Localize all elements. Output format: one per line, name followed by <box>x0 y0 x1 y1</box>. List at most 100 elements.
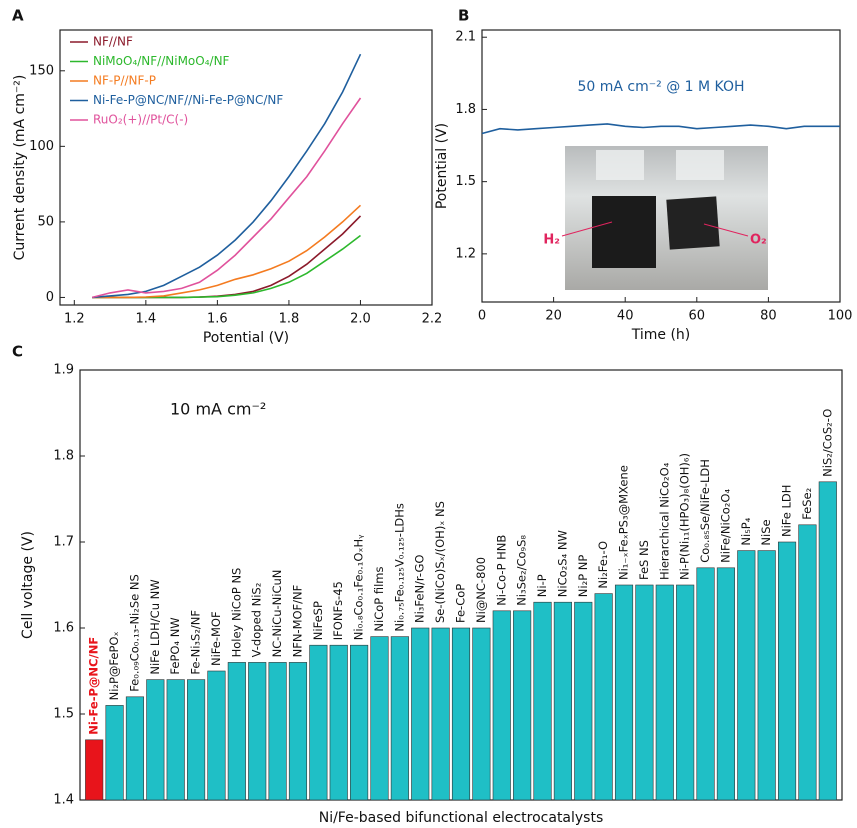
bar-label: NiSe <box>759 519 773 545</box>
bar <box>635 584 654 801</box>
panel-label: B <box>458 7 469 25</box>
bar <box>614 584 634 801</box>
x-tick-label: 1.8 <box>279 312 300 327</box>
y-tick-label: 2.1 <box>455 30 476 45</box>
bar <box>329 644 348 801</box>
bar <box>105 705 124 801</box>
bar <box>818 481 837 801</box>
electrode <box>666 196 720 250</box>
bar-label: NiFe/NiCo₂O₄ <box>718 489 732 563</box>
bar-label: Hierarchical NiCo₂O₄ <box>657 462 671 580</box>
bar-label: NiCoP films <box>372 567 386 632</box>
legend-label: NF-P//NF-P <box>93 74 156 88</box>
bar <box>757 550 776 801</box>
x-tick-label: 0 <box>478 309 486 324</box>
y-tick-label: 1.5 <box>455 174 476 189</box>
y-tick-label: 100 <box>29 139 54 154</box>
bar-label: Se-(NiCo)Sₓ/(OH)ₓ NS <box>433 501 447 623</box>
annotation: 10 mA cm⁻² <box>170 400 266 419</box>
bar <box>696 567 715 801</box>
bar-label: Fe-Ni₃S₂/NF <box>189 610 203 675</box>
bar-label: Ni₃Se₂/Co₉S₈ <box>515 535 529 606</box>
bar <box>227 662 246 801</box>
y-tick-label: 1.4 <box>53 793 74 808</box>
bar-label: IFONFs-45 <box>331 581 345 640</box>
y-tick-label: 1.6 <box>53 621 74 636</box>
bar-label: FeSe₂ <box>800 488 814 520</box>
bar <box>472 627 491 801</box>
bar-label: Fe-CoP <box>454 584 468 623</box>
bar-label: Ni₁₋ₓFeₓPS₃@MXene <box>617 465 631 580</box>
y-tick-label: 1.8 <box>455 102 476 117</box>
panel-label: C <box>12 343 23 361</box>
bar-label: NiFe-MOF <box>209 611 223 666</box>
bar-label: Ni₀.₈Co₀.₁Fe₀.₁OₓHᵧ <box>352 534 366 640</box>
data-line <box>92 234 361 299</box>
inset-label: H₂ <box>543 233 560 248</box>
bar-label: NFN-MOF/NF <box>290 585 304 658</box>
x-tick-label: 20 <box>545 309 562 324</box>
electrode-holder <box>676 150 724 180</box>
bar <box>309 644 328 801</box>
y-axis-title: Cell voltage (V) <box>20 531 36 639</box>
bar <box>207 670 226 801</box>
electrode <box>592 196 656 268</box>
y-tick-label: 1.2 <box>455 246 476 261</box>
bar-label: Ni₂P@FePOₓ <box>107 631 121 700</box>
y-tick-label: 1.7 <box>53 535 74 550</box>
bar <box>574 601 593 801</box>
bar <box>655 584 674 801</box>
bar-label: Ni-P <box>535 574 549 597</box>
bar <box>411 627 430 801</box>
annotation: 50 mA cm⁻² @ 1 M KOH <box>577 79 744 95</box>
bar-label: Ni-Fe-P@NC/NF <box>87 637 101 735</box>
bar <box>390 636 409 801</box>
bar-label: Holey NiCoP NS <box>229 568 243 658</box>
bar <box>513 610 532 801</box>
bar <box>594 593 613 801</box>
plot-frame <box>59 29 433 306</box>
bar <box>716 567 735 801</box>
bar-label: Ni-Co-P HNB <box>494 535 508 606</box>
data-line <box>481 123 840 135</box>
y-axis-title: Potential (V) <box>434 123 450 209</box>
panel-label: A <box>12 7 24 25</box>
x-tick-label: 60 <box>689 309 706 324</box>
bar <box>553 601 572 801</box>
bar-label: Ni₂Fe₁-O <box>596 541 610 589</box>
bar-label: NiCo₂S₄ NW <box>555 530 569 597</box>
x-tick-label: 1.2 <box>64 312 85 327</box>
inset-pointer <box>703 223 749 237</box>
inset-pointer <box>561 221 613 237</box>
bar <box>533 601 552 801</box>
bar <box>146 679 165 801</box>
bar-label: FeS NS <box>637 540 651 580</box>
bar-label: Ni₅P₄ <box>739 517 753 545</box>
bar-label: NiS₂/CoS₂-O <box>820 409 834 477</box>
bar <box>492 610 511 801</box>
x-axis-title: Time (h) <box>631 327 691 343</box>
x-tick-label: 2.2 <box>422 312 443 327</box>
data-line <box>92 215 362 299</box>
bar <box>288 662 308 801</box>
bar-label: Fe₀.₀₉Co₀.₁₃-Ni₂Se NS <box>127 574 141 692</box>
y-tick-label: 50 <box>37 214 54 229</box>
inset-label: O₂ <box>750 233 767 248</box>
bar-label: NiFe LDH <box>780 485 794 537</box>
bar-label: Ni₂P NP <box>576 555 590 598</box>
bar-label: NiFe LDH/Cu NW <box>148 579 162 674</box>
bar <box>431 627 450 801</box>
data-line <box>92 53 362 299</box>
x-axis-title: Potential (V) <box>203 330 289 346</box>
x-tick-label: 100 <box>828 309 853 324</box>
legend-label: NF//NF <box>93 35 133 49</box>
x-axis-title: Ni/Fe-based bifunctional electrocatalyst… <box>319 810 604 826</box>
bar-label: NiFeSP <box>311 601 325 640</box>
y-tick-label: 1.5 <box>53 707 74 722</box>
x-tick-label: 80 <box>760 309 777 324</box>
bar <box>370 636 389 801</box>
bar-label: Ni₀.₇₅Fe₀.₁₂₅V₀.₁₂₅-LDHs <box>392 503 406 631</box>
bar-label: FePO₄ NW <box>168 617 182 674</box>
